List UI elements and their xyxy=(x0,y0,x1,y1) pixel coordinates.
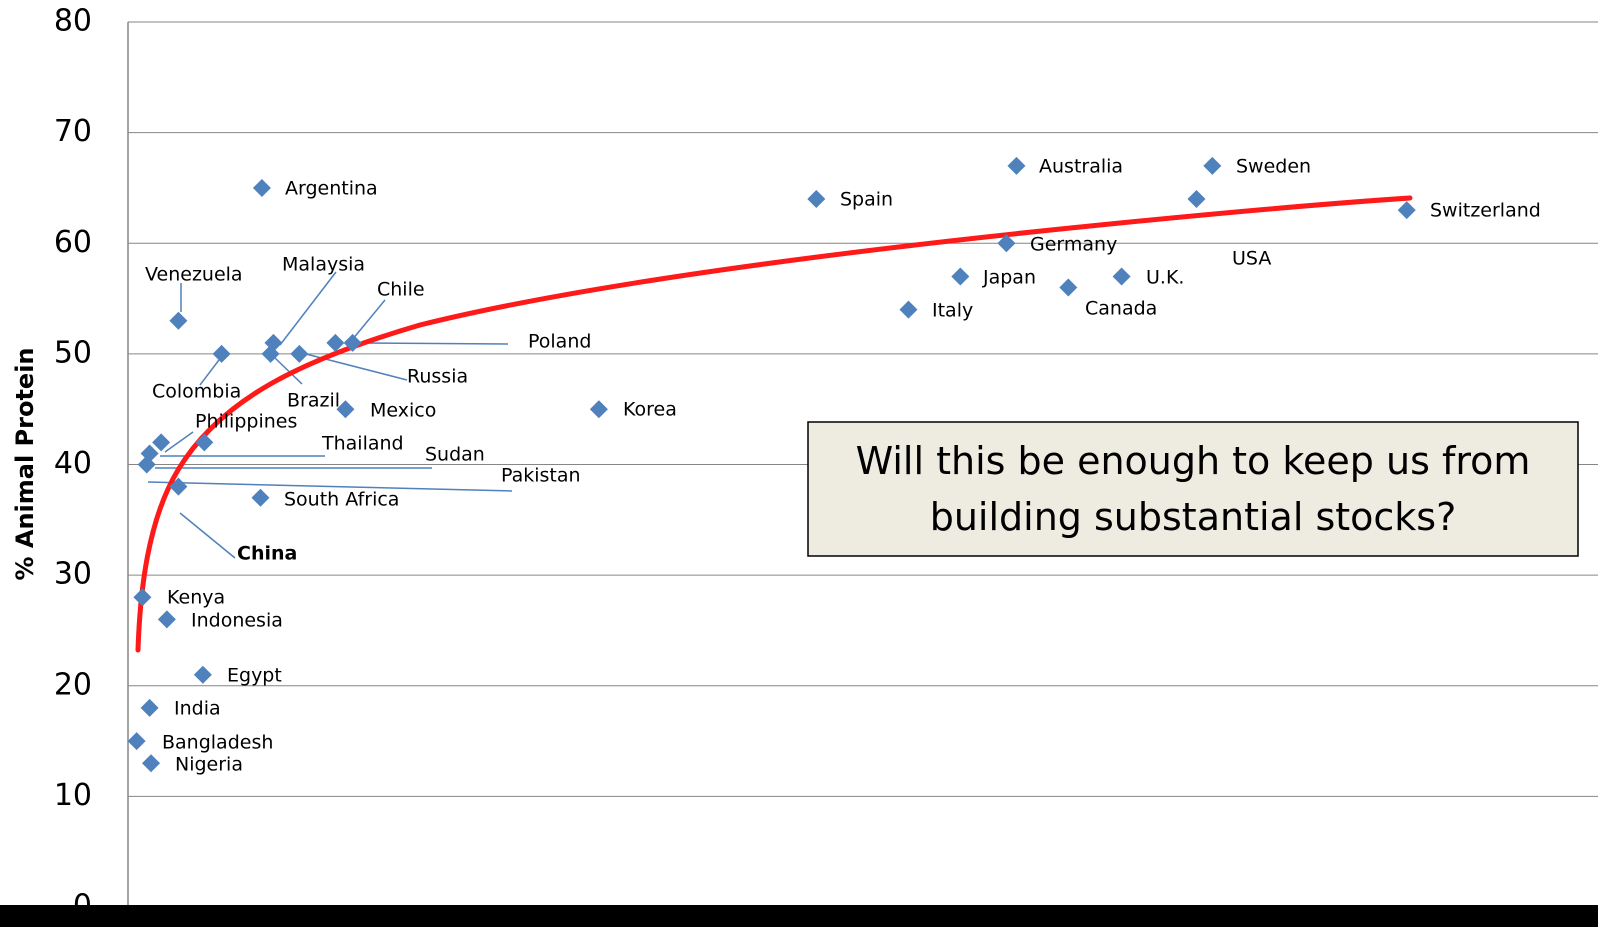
point xyxy=(1059,278,1078,297)
point xyxy=(1007,156,1026,175)
point xyxy=(589,400,608,419)
y-tick-label: 70 xyxy=(54,114,92,149)
y-tick-label: 30 xyxy=(54,557,92,592)
point-label: USA xyxy=(1232,248,1271,270)
y-tick-label: 20 xyxy=(54,667,92,702)
point-label: Malaysia xyxy=(282,254,365,276)
leader-line xyxy=(199,355,223,386)
point xyxy=(157,610,176,629)
point-label: Kenya xyxy=(167,587,225,609)
trend-line xyxy=(135,195,1413,653)
point-label: Russia xyxy=(407,366,468,388)
point xyxy=(261,344,280,363)
point-label: Argentina xyxy=(285,178,378,200)
point xyxy=(290,344,309,363)
point-label: Canada xyxy=(1085,298,1157,320)
point-label: Poland xyxy=(528,331,591,353)
leader-line xyxy=(279,271,337,346)
callout: Will this be enough to keep us from buil… xyxy=(855,439,1531,539)
point xyxy=(1397,201,1416,220)
point xyxy=(137,455,156,474)
point xyxy=(193,665,212,684)
point-label: Switzerland xyxy=(1430,200,1541,222)
y-axis-label: % Animal Protein xyxy=(11,347,39,580)
point-label: Sweden xyxy=(1236,156,1311,178)
point-label: Brazil xyxy=(287,390,340,412)
point-label: Colombia xyxy=(152,381,241,403)
leader-line xyxy=(274,357,303,385)
leader-line xyxy=(351,299,386,341)
point xyxy=(951,267,970,286)
point xyxy=(997,234,1016,253)
point xyxy=(133,588,152,607)
point xyxy=(140,698,159,717)
point xyxy=(252,178,271,197)
point-label: Germany xyxy=(1030,234,1117,256)
point xyxy=(1203,156,1222,175)
point xyxy=(195,433,214,452)
y-tick-label: 60 xyxy=(54,225,92,260)
leader-line xyxy=(357,342,509,345)
bottom-bar xyxy=(0,905,1598,927)
point-label: Japan xyxy=(982,267,1036,289)
point-label: Australia xyxy=(1039,156,1123,178)
point-label: Mexico xyxy=(370,400,436,422)
point-label: Chile xyxy=(377,279,425,301)
point xyxy=(899,300,918,319)
point-label: China xyxy=(237,543,297,565)
point-label: Indonesia xyxy=(191,610,283,632)
point xyxy=(251,488,270,507)
point-label: Sudan xyxy=(425,444,485,466)
callout-text: Will this be enough to keep us from buil… xyxy=(855,439,1531,539)
point xyxy=(807,190,826,208)
point xyxy=(336,400,355,419)
point-label: Korea xyxy=(623,399,677,421)
point-label: Bangladesh xyxy=(162,732,273,754)
point xyxy=(127,732,146,751)
y-tick-label: 10 xyxy=(54,778,92,813)
point xyxy=(212,344,231,363)
leader-line xyxy=(301,352,408,381)
point xyxy=(1187,190,1206,208)
callout-box xyxy=(807,421,1579,557)
y-tick-label: 80 xyxy=(54,4,92,39)
leader-lines xyxy=(147,271,513,559)
point-label: Nigeria xyxy=(175,754,243,776)
point-label: India xyxy=(174,698,221,720)
point xyxy=(326,333,345,352)
y-tick-label: 40 xyxy=(54,446,92,481)
y-tick-label: 50 xyxy=(54,335,92,370)
leader-line xyxy=(179,512,236,559)
point-label: Venezuela xyxy=(145,264,243,286)
point-label: Italy xyxy=(932,300,973,322)
leader-line xyxy=(147,481,513,492)
point xyxy=(142,754,161,773)
point xyxy=(343,333,362,352)
point-label: Egypt xyxy=(227,665,282,687)
point-label: Thailand xyxy=(321,433,404,455)
point xyxy=(1112,267,1131,286)
point xyxy=(169,477,188,496)
point-label: Spain xyxy=(840,189,893,211)
point-label: South Africa xyxy=(284,489,399,511)
point-label: Pakistan xyxy=(501,465,581,487)
point-label: U.K. xyxy=(1146,267,1184,289)
leader-line xyxy=(164,431,194,453)
point xyxy=(152,433,171,452)
point-label: Philippines xyxy=(195,411,297,433)
point xyxy=(169,311,188,330)
